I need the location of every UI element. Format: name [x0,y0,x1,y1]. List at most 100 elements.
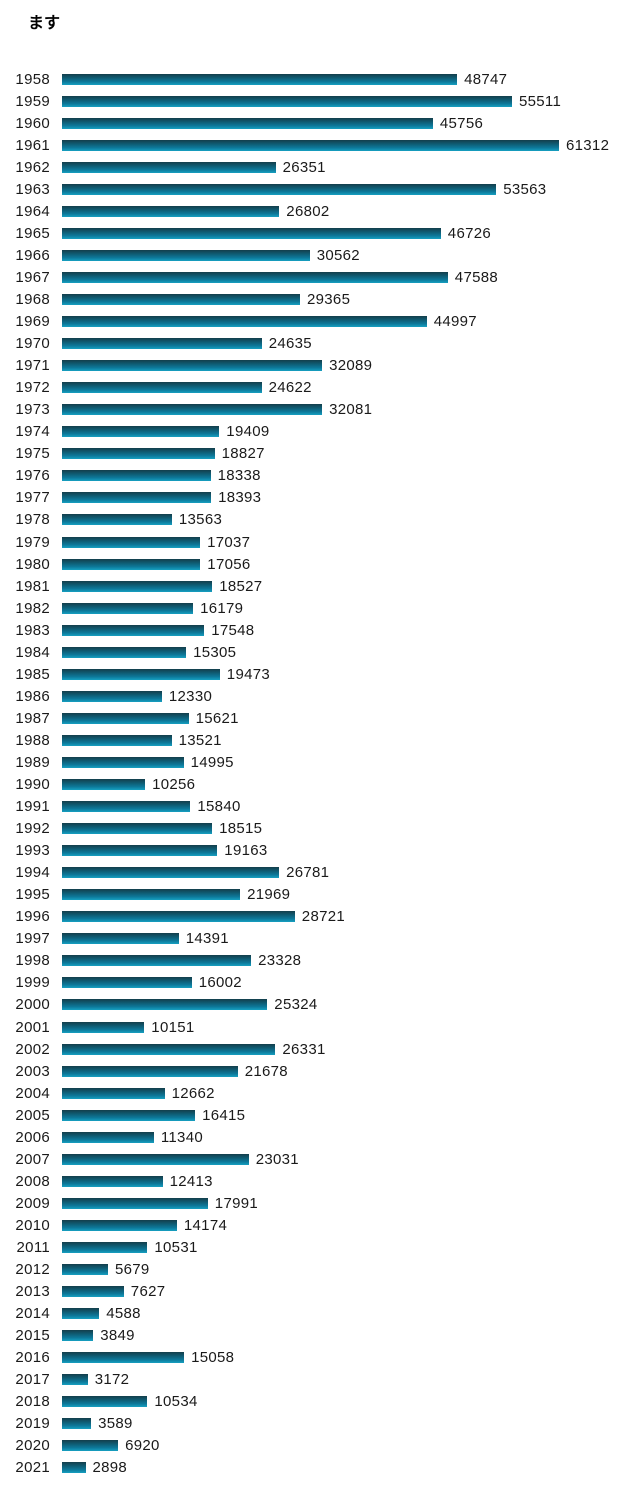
year-label: 1976 [15,467,50,485]
year-label: 2020 [15,1437,50,1455]
chart-row: 2019 3589 [0,1413,642,1435]
year-label: 1982 [15,599,50,617]
value-label: 4588 [106,1305,141,1323]
value-label: 11340 [160,1128,203,1146]
year-label: 2011 [16,1239,50,1256]
year-label: 1995 [15,886,50,904]
bar [62,977,192,989]
value-label: 24622 [268,379,312,397]
year-label: 1989 [15,753,50,771]
year-label: 1961 [15,136,50,154]
chart-row: 1979 17037 [0,531,642,553]
bar [62,734,172,746]
bar [62,492,212,504]
value-label: 14174 [183,1216,228,1234]
chart-row: 1961 61312 [0,134,642,156]
chart-row: 1958 48747 [0,68,642,90]
bar [62,1153,249,1165]
value-label: 15621 [195,709,239,727]
bar [62,1131,154,1143]
year-label: 1962 [15,158,50,176]
value-label: 18827 [221,445,265,463]
value-label: 21969 [247,886,291,904]
chart-row: 2010 14174 [0,1214,642,1236]
year-label: 2019 [15,1415,50,1433]
chart-row: 2015 3849 [0,1325,642,1347]
value-label: 16415 [202,1106,246,1124]
year-label: 1991 [15,798,50,816]
chart-row: 1998 23328 [0,950,642,972]
year-label: 1977 [15,489,50,507]
chart-row: 2001 10151 [0,1016,642,1038]
chart-row: 2004 12662 [0,1082,642,1104]
year-label: 1986 [15,687,50,705]
bar [62,933,179,945]
bar [62,1418,92,1430]
chart-row: 2003 21678 [0,1060,642,1082]
chart-row: 2005 16415 [0,1104,642,1126]
bar [62,1242,148,1253]
value-label: 10534 [154,1393,198,1411]
value-label: 16179 [200,599,244,617]
chart-row: 2013 7627 [0,1281,642,1303]
value-label: 14995 [190,753,234,771]
chart-row: 2008 12413 [0,1170,642,1192]
value-label: 10256 [152,776,196,794]
chart-row: 1968 29365 [0,288,642,310]
chart-row: 1997 14391 [0,928,642,950]
year-label: 1999 [15,974,50,992]
chart-row: 1962 26351 [0,156,642,178]
value-label: 13563 [178,511,223,529]
bar [62,382,262,394]
bar [62,73,458,85]
value-label: 53563 [503,180,547,198]
chart-row: 1995 21969 [0,884,642,906]
bar [62,271,448,283]
bar [62,426,220,438]
value-label: 26351 [282,158,326,176]
chart-row: 1991 15840 [0,796,642,818]
value-label: 26781 [286,864,330,882]
year-label: 2014 [15,1305,50,1323]
year-label: 1990 [15,776,50,794]
value-label: 12330 [168,687,213,705]
value-label: 32081 [329,401,373,419]
value-label: 17056 [207,555,251,573]
bar [62,690,162,702]
chart-row: 1976 18338 [0,465,642,487]
chart-row: 1973 32081 [0,399,642,421]
chart-row: 2002 26331 [0,1038,642,1060]
value-label: 44997 [433,313,477,331]
chart-row: 1985 19473 [0,663,642,685]
bar [62,514,172,526]
year-label: 1971 [15,357,50,375]
chart-row: 2007 23031 [0,1148,642,1170]
bar [62,1219,177,1231]
year-label: 1994 [15,864,50,882]
year-label: 1967 [15,268,50,286]
year-label: 1960 [15,114,50,132]
value-label: 30562 [316,246,360,264]
year-label: 1973 [15,401,50,419]
chart-row: 2016 15058 [0,1347,642,1369]
value-label: 17548 [211,621,255,639]
bar [62,1197,208,1209]
bar [62,1286,124,1298]
year-label: 1988 [15,731,50,749]
year-label: 1984 [15,643,50,661]
value-label: 23031 [255,1150,299,1168]
bar [62,161,276,173]
bar [62,338,262,350]
value-label: 3172 [94,1371,130,1389]
year-label: 2016 [15,1349,50,1367]
bar [62,404,323,416]
bar [62,1308,100,1320]
year-label: 2003 [15,1062,50,1080]
value-label: 18515 [219,820,263,838]
value-label: 15305 [193,643,237,661]
bar [62,955,252,967]
chart-title: ます [28,15,61,32]
year-label: 1983 [15,621,50,639]
year-label: 2006 [15,1128,50,1146]
year-label: 2009 [15,1194,50,1212]
